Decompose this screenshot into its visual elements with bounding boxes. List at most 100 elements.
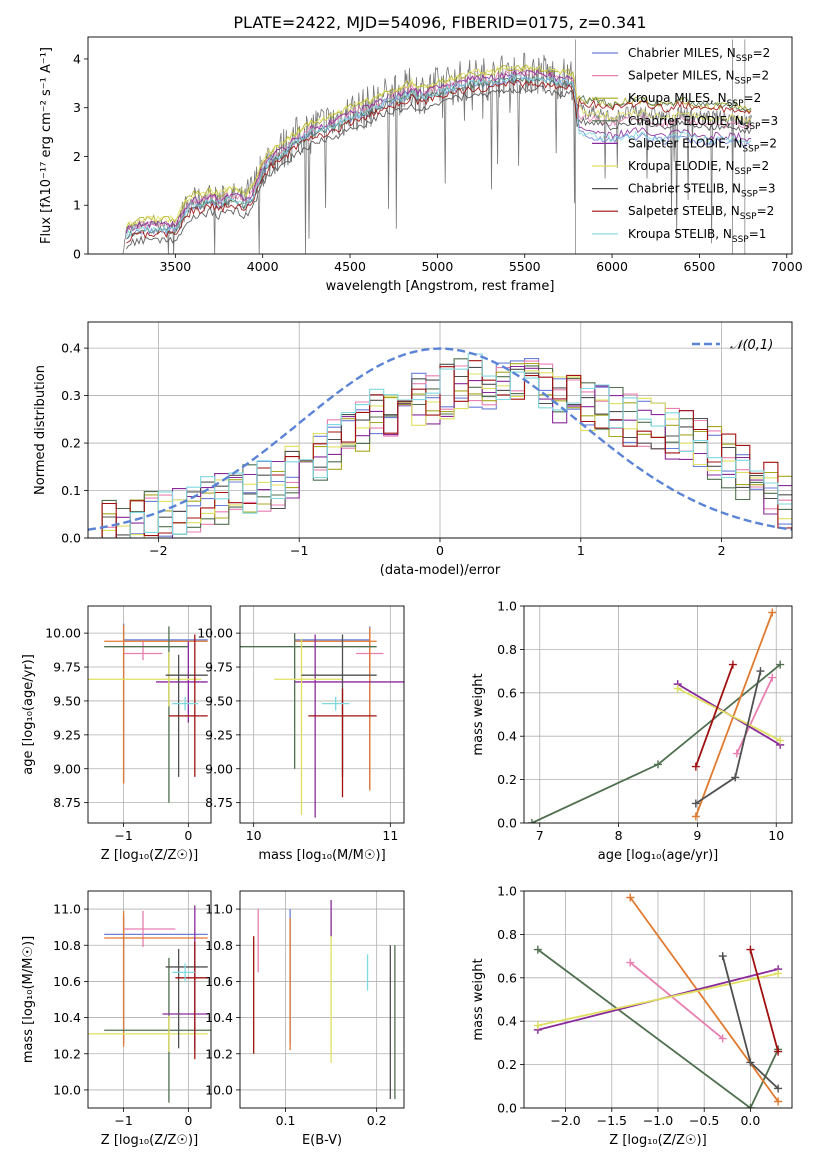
y-tick-label: 0.2 bbox=[497, 1057, 517, 1072]
x-axis-label: age [log₁₀(age/yr)] bbox=[598, 848, 719, 863]
y-tick-label: 10.2 bbox=[53, 1046, 81, 1061]
plot-area bbox=[533, 893, 783, 1108]
legend-entry: 𝒩(0,1) bbox=[730, 338, 773, 353]
plot-area bbox=[88, 347, 792, 538]
weight-point bbox=[731, 773, 740, 782]
weight-point bbox=[774, 1047, 783, 1056]
x-axis-label: mass [log₁₀(M/M☉)] bbox=[258, 848, 385, 863]
x-tick-label: 0 bbox=[184, 1113, 192, 1128]
panel-weight-vs-age: 7 8 9 10 0.0 0.2 0.4 0.6 0.8 1.0 age [log₁₀(age/yr… bbox=[471, 599, 793, 863]
axes-frame bbox=[87, 605, 212, 824]
plot-area bbox=[240, 626, 404, 818]
y-tick-label: 10.0 bbox=[53, 1082, 81, 1097]
weight-point bbox=[527, 819, 536, 823]
y-tick-label: 10.00 bbox=[45, 626, 81, 641]
weight-line bbox=[537, 972, 779, 1027]
x-tick-label: 10 bbox=[246, 828, 262, 843]
model-line bbox=[125, 69, 752, 234]
residual-histogram bbox=[88, 365, 792, 538]
weight-point bbox=[533, 1021, 542, 1030]
legend-entry: Salpeter ELODIE, NSSP=2 bbox=[628, 136, 777, 154]
weight-point bbox=[533, 945, 542, 954]
legend-entry: Chabrier ELODIE, NSSP=3 bbox=[628, 114, 778, 132]
legend-entry: Chabrier MILES, NSSP=2 bbox=[628, 46, 770, 64]
y-tick-label: 0.8 bbox=[497, 642, 517, 657]
weight-point bbox=[654, 760, 662, 769]
weight-point bbox=[626, 958, 635, 967]
axes-frame bbox=[87, 321, 793, 539]
weight-point bbox=[776, 736, 785, 745]
y-tick-label: 9.25 bbox=[53, 727, 81, 742]
panel-mass-vs-EBV: 0.1 0.2 10.0 10.2 10.4 10.6 10.8 11.0 E(B-V) bbox=[205, 890, 405, 1148]
y-tick-label: 0.3 bbox=[61, 388, 81, 403]
y-tick-label: 9.75 bbox=[53, 660, 81, 675]
y-tick-label: 9.25 bbox=[205, 727, 233, 742]
y-tick-label: 3 bbox=[73, 100, 81, 115]
x-tick-label: 1 bbox=[577, 543, 585, 558]
x-tick-label: 3500 bbox=[159, 259, 191, 274]
x-tick-label: 8 bbox=[615, 828, 623, 843]
y-tick-label: 9.00 bbox=[205, 761, 233, 776]
x-tick-label: −1 bbox=[114, 1113, 132, 1128]
axes-frame bbox=[87, 890, 212, 1109]
y-tick-label: 0.0 bbox=[497, 816, 517, 831]
weight-point bbox=[691, 812, 700, 821]
plot-area bbox=[88, 905, 211, 1103]
x-tick-label: 5000 bbox=[421, 259, 453, 274]
weight-line bbox=[537, 948, 779, 1108]
x-axis-label: Z [log₁₀(Z/Z☉)] bbox=[101, 848, 198, 863]
legend-entry: Kroupa ELODIE, NSSP=2 bbox=[628, 159, 769, 177]
weight-point bbox=[746, 945, 755, 954]
residual-histogram bbox=[88, 353, 792, 538]
x-tick-label: −1.5 bbox=[597, 1113, 627, 1128]
legend-entry: Salpeter STELIB, NSSP=2 bbox=[628, 204, 774, 222]
x-tick-label: 10 bbox=[768, 828, 784, 843]
weight-line bbox=[629, 961, 724, 1040]
weight-point bbox=[691, 799, 700, 808]
legend-entry: Kroupa STELIB, NSSP=1 bbox=[628, 227, 766, 245]
plot-area bbox=[88, 623, 208, 803]
model-line bbox=[126, 85, 752, 250]
x-tick-label: 9 bbox=[693, 828, 701, 843]
y-tick-label: 0.1 bbox=[61, 483, 81, 498]
y-tick-label: 0.2 bbox=[61, 436, 81, 451]
y-tick-label: 0.0 bbox=[61, 531, 81, 546]
weight-line bbox=[735, 677, 774, 754]
panel-mass-vs-Z: −1 0 10.0 10.2 10.4 10.6 10.8 11.0 Z [log₁₀(Z/Z☉… bbox=[21, 890, 212, 1148]
x-tick-label: 4000 bbox=[247, 259, 279, 274]
panel-weight-vs-Z: −2.0 −1.5 −1.0 −0.5 0.0 0.0 0.2 0.4 0.6 0.8 1.0 Z [… bbox=[471, 884, 793, 1148]
y-axis-label: age [log₁₀(age/yr)] bbox=[21, 654, 36, 775]
weight-point bbox=[746, 1104, 755, 1108]
y-tick-label: 10.8 bbox=[53, 938, 81, 953]
x-tick-label: 6000 bbox=[596, 259, 628, 274]
x-tick-label: 2 bbox=[718, 543, 726, 558]
x-tick-label: 7 bbox=[536, 828, 544, 843]
x-tick-label: 0.2 bbox=[367, 1113, 387, 1128]
y-tick-label: 10.00 bbox=[197, 626, 233, 641]
x-tick-label: 11 bbox=[382, 828, 398, 843]
normal-curve bbox=[88, 347, 792, 531]
y-tick-label: 10.2 bbox=[205, 1046, 233, 1061]
panel-age-vs-mass: 10 11 8.75 9.00 9.25 9.50 9.75 10.00 mass [log₁₀… bbox=[197, 605, 405, 863]
y-tick-label: 0.6 bbox=[497, 970, 517, 985]
y-tick-label: 11.0 bbox=[205, 902, 233, 917]
x-tick-label: 0 bbox=[436, 543, 444, 558]
weight-point bbox=[776, 660, 785, 669]
y-tick-label: 8.75 bbox=[53, 795, 81, 810]
weight-point bbox=[756, 667, 765, 676]
x-tick-label: 4500 bbox=[334, 259, 366, 274]
x-tick-label: 0 bbox=[184, 828, 192, 843]
x-tick-label: −0.5 bbox=[689, 1113, 719, 1128]
weight-point bbox=[728, 660, 737, 669]
y-axis-label: mass weight bbox=[471, 673, 486, 755]
x-axis-label: (data-model)/error bbox=[380, 563, 501, 578]
weight-point bbox=[768, 673, 777, 682]
y-axis-label: Normed distribution bbox=[33, 365, 48, 495]
y-tick-label: 9.50 bbox=[53, 693, 81, 708]
x-tick-label: −1 bbox=[114, 828, 132, 843]
weight-point bbox=[732, 749, 741, 758]
y-tick-label: 9.00 bbox=[53, 761, 81, 776]
weight-point bbox=[768, 608, 777, 617]
y-tick-label: 10.8 bbox=[205, 938, 233, 953]
y-tick-label: 1.0 bbox=[497, 599, 517, 614]
